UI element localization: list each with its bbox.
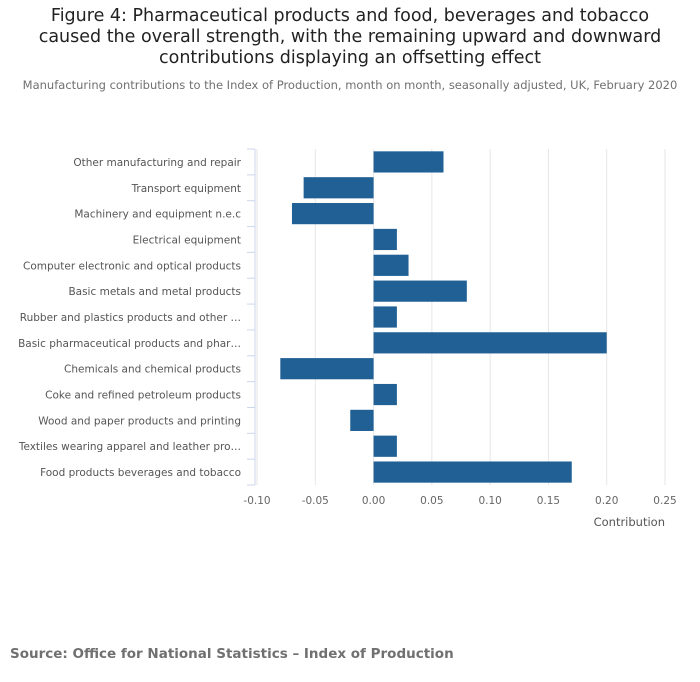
category-label: Wood and paper products and printing xyxy=(38,415,241,427)
source-note: Source: Office for National Statistics –… xyxy=(10,646,454,662)
x-tick-label: 0.05 xyxy=(420,495,443,507)
category-label: Computer electronic and optical products xyxy=(23,260,241,272)
category-label: Textiles wearing apparel and leather pro… xyxy=(18,441,241,453)
bar xyxy=(291,203,374,225)
category-label: Electrical equipment xyxy=(133,234,241,246)
x-tick-label: -0.10 xyxy=(243,495,270,507)
x-tick-label: 0.00 xyxy=(362,495,385,507)
category-label: Coke and refined petroleum products xyxy=(45,390,241,402)
category-label: Other manufacturing and repair xyxy=(73,157,241,169)
x-tick-label: 0.20 xyxy=(595,495,618,507)
bar xyxy=(373,254,409,276)
x-tick-labels: -0.10 -0.05 0.00 0.05 0.10 0.15 0.20 0.25 xyxy=(243,495,676,507)
bar xyxy=(350,409,374,431)
bar xyxy=(373,151,444,173)
category-label: Food products beverages and tobacco xyxy=(40,467,241,479)
bar xyxy=(303,177,374,199)
category-label: Machinery and equipment n.e.c xyxy=(74,209,241,221)
bar xyxy=(280,358,374,380)
bar xyxy=(373,332,607,354)
bar xyxy=(373,435,397,457)
category-label: Rubber and plastics products and other … xyxy=(20,312,241,324)
chart-subtitle: Manufacturing contributions to the Index… xyxy=(22,78,678,92)
gridlines xyxy=(256,149,666,485)
x-tick-label: 0.25 xyxy=(653,495,676,507)
chart-title: Figure 4: Pharmaceutical products and fo… xyxy=(38,6,662,68)
x-axis-title: Contribution xyxy=(594,515,665,529)
bar xyxy=(373,306,397,328)
x-tick-label: 0.15 xyxy=(537,495,560,507)
bar xyxy=(373,228,397,251)
category-label: Basic metals and metal products xyxy=(68,286,241,298)
category-label: Transport equipment xyxy=(131,183,241,195)
category-labels: Other manufacturing and repair Transport … xyxy=(18,157,242,479)
category-label: Chemicals and chemical products xyxy=(64,364,241,376)
x-tick-label: 0.10 xyxy=(478,495,501,507)
bars xyxy=(280,151,607,483)
bar xyxy=(373,461,572,483)
bar xyxy=(373,280,467,302)
category-label: Basic pharmaceutical products and phar… xyxy=(18,338,241,350)
x-tick-label: -0.05 xyxy=(302,495,329,507)
y-axis xyxy=(247,148,256,486)
bar xyxy=(373,383,397,406)
